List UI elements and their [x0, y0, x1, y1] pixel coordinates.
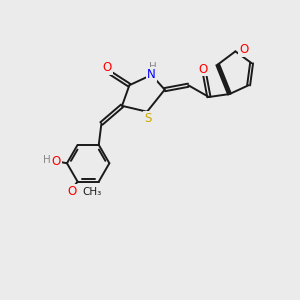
Text: O: O: [68, 184, 77, 197]
Text: H: H: [149, 62, 157, 72]
Text: S: S: [144, 112, 151, 125]
Text: O: O: [239, 44, 248, 56]
Text: H: H: [44, 155, 51, 165]
Text: CH₃: CH₃: [82, 187, 102, 196]
Text: O: O: [198, 62, 208, 76]
Text: N: N: [147, 68, 156, 81]
Text: O: O: [51, 155, 61, 168]
Text: O: O: [103, 61, 112, 74]
